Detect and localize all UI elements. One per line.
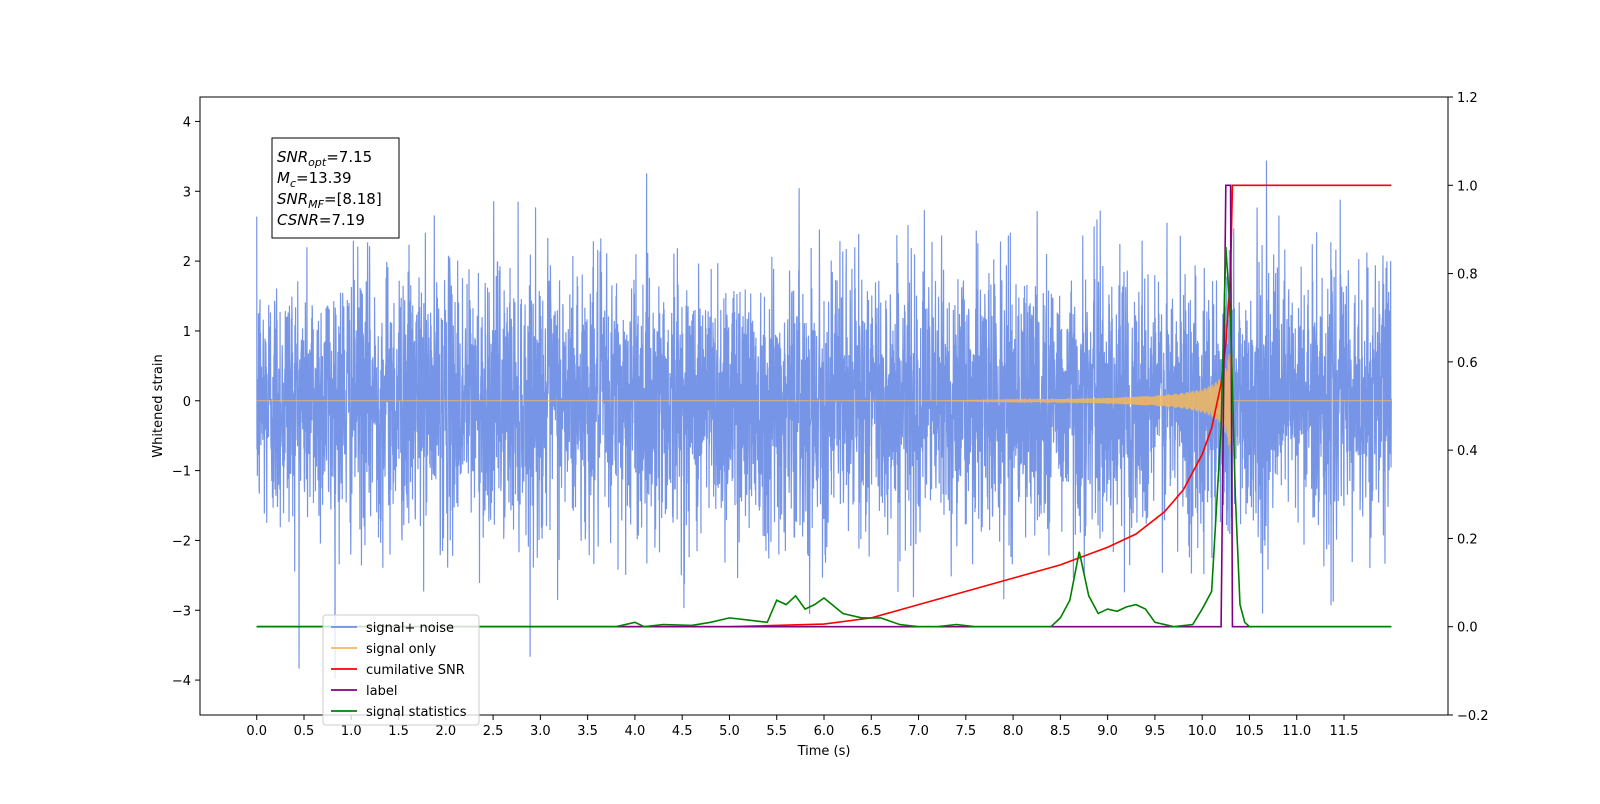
x-tick-label: 7.5 <box>955 724 976 739</box>
y-left-tick-label: 3 <box>183 185 191 200</box>
y-right-tick-label: 0.2 <box>1457 532 1478 547</box>
info-line: Mc=13.39 <box>277 169 352 190</box>
y-left-tick-label: −3 <box>172 604 191 619</box>
info-line: SNRopt=7.15 <box>277 148 372 169</box>
legend-label: signal only <box>366 642 436 657</box>
x-tick-label: 10.0 <box>1188 724 1217 739</box>
y-left-tick-label: 2 <box>183 255 191 270</box>
legend-label: signal statistics <box>366 705 467 720</box>
x-tick-label: 6.5 <box>861 724 882 739</box>
y-right-tick-label: 0.8 <box>1457 268 1478 283</box>
x-tick-label: 11.0 <box>1282 724 1311 739</box>
y-left-tick-label: −2 <box>172 534 191 549</box>
y-left-tick-label: −1 <box>172 465 191 480</box>
x-tick-label: 9.5 <box>1145 724 1166 739</box>
y-left-tick-label: 0 <box>183 395 191 410</box>
x-tick-label: 1.5 <box>388 724 409 739</box>
y-left-tick-label: −4 <box>172 674 191 689</box>
y-right-tick-label: 1.2 <box>1457 91 1478 106</box>
x-tick-label: 11.5 <box>1330 724 1359 739</box>
y-right-tick-label: 0.6 <box>1457 356 1478 371</box>
x-tick-label: 1.0 <box>341 724 362 739</box>
series-label-line <box>256 184 1392 628</box>
x-tick-label: 10.5 <box>1235 724 1264 739</box>
x-tick-label: 4.0 <box>625 724 646 739</box>
y-right-tick-label: 0.4 <box>1457 444 1478 459</box>
legend-label: cumilative SNR <box>366 663 465 678</box>
x-tick-label: 0.5 <box>294 724 315 739</box>
x-axis-label: Time (s) <box>797 744 851 759</box>
legend-label: signal+ noise <box>366 621 454 636</box>
x-tick-label: 4.5 <box>672 724 693 739</box>
x-tick-label: 5.5 <box>766 724 787 739</box>
x-tick-label: 5.0 <box>719 724 740 739</box>
x-tick-label: 8.5 <box>1050 724 1071 739</box>
legend-frame <box>322 614 480 726</box>
legend: signal+ noise signal only cumilative SNR la… <box>322 614 480 726</box>
x-tick-label: 9.0 <box>1097 724 1118 739</box>
plot-area <box>256 160 1392 679</box>
x-tick-label: 2.0 <box>435 724 456 739</box>
info-line: CSNR=7.19 <box>277 211 365 229</box>
info-box-frame <box>271 137 400 239</box>
series-signal-only-line <box>256 348 1392 453</box>
legend-label: label <box>366 684 397 699</box>
info-line: SNRMF=[8.18] <box>277 190 382 211</box>
y-right-tick-label: −0.2 <box>1457 709 1489 724</box>
x-tick-label: 8.0 <box>1003 724 1024 739</box>
x-tick-label: 0.0 <box>246 724 267 739</box>
y-right-tick-label: 0.0 <box>1457 621 1478 636</box>
series-signal-statistics-line <box>256 247 1392 628</box>
y-right-tick-label: 1.0 <box>1457 179 1478 194</box>
y-left-tick-label: 1 <box>183 325 191 340</box>
x-tick-label: 7.0 <box>908 724 929 739</box>
y-left-tick-label: 4 <box>183 115 191 130</box>
x-tick-label: 3.5 <box>577 724 598 739</box>
x-tick-label: 2.5 <box>483 724 504 739</box>
x-tick-label: 3.0 <box>530 724 551 739</box>
y-axis-label: Whitened strain <box>151 354 166 457</box>
x-tick-label: 6.0 <box>814 724 835 739</box>
